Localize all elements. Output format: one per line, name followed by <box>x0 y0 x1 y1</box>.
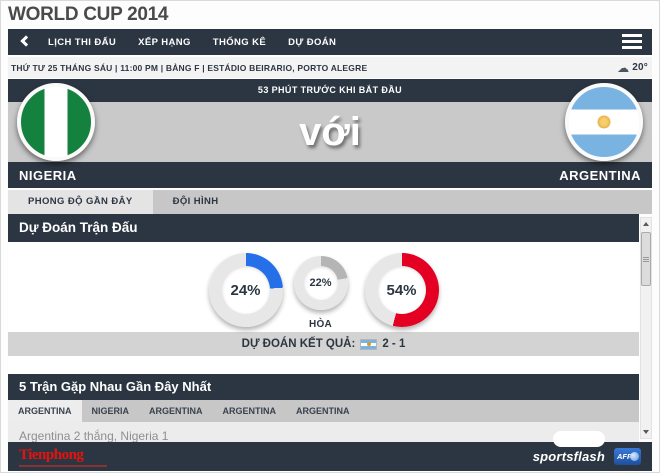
home-win-donut: 24% <box>208 253 283 327</box>
draw-percent: 22% <box>309 277 332 289</box>
home-team-name: NIGERIA <box>19 167 77 183</box>
sportsflash-logo: sportsflash <box>532 449 605 464</box>
nigeria-flag-icon <box>17 83 95 161</box>
scroll-content: Dự Đoán Trận Đấu 24% 22% HÒA 54% DỰ ĐOÁN… <box>8 214 652 447</box>
partially-scrolled-element <box>553 431 605 447</box>
countdown-band: 53 PHÚT TRƯỚC KHI BẮT ĐẦU <box>8 79 652 102</box>
hamburger-menu-icon[interactable] <box>622 34 642 52</box>
app-footer: Tienphong sportsflash AFP <box>8 442 652 471</box>
sun-of-may-icon <box>597 115 611 129</box>
h2h-tab-3[interactable]: ARGENTINA <box>149 406 203 416</box>
cloud-icon: ☁ <box>617 60 630 75</box>
match-header: 53 PHÚT TRƯỚC KHI BẮT ĐẦU với NIGERIA AR… <box>8 79 652 188</box>
main-tab-strip: PHONG ĐỘ GẦN ĐÂY ĐỘI HÌNH <box>8 190 652 214</box>
draw-donut: 22% <box>293 256 348 310</box>
h2h-tab-4[interactable]: ARGENTINA <box>222 406 277 416</box>
prediction-section-header: Dự Đoán Trận Đấu <box>8 214 639 242</box>
tab-doi-hinh[interactable]: ĐỘI HÌNH <box>172 196 219 207</box>
nav-item-xep-hang[interactable]: XẾP HẠNG <box>138 36 191 48</box>
spacer <box>8 356 639 374</box>
predicted-result-label: DỰ ĐOÁN KẾT QUẢ: <box>241 338 356 350</box>
tienphong-logo-text: Tienphong <box>19 446 84 463</box>
h2h-tab-2[interactable]: NIGERIA <box>91 406 130 416</box>
back-button[interactable] <box>18 34 34 50</box>
afp-logo[interactable]: AFP <box>614 448 641 465</box>
nav-item-lich-thi-dau[interactable]: LỊCH THI ĐẤU <box>48 36 117 48</box>
h2h-tab-5[interactable]: ARGENTINA <box>296 406 350 416</box>
versus-band: với <box>8 102 652 162</box>
away-win-donut: 54% <box>364 253 439 327</box>
away-team-name: ARGENTINA <box>559 167 641 183</box>
vertical-scrollbar[interactable] <box>640 217 652 439</box>
h2h-tab-1[interactable]: ARGENTINA <box>8 400 82 422</box>
page-title: WORLD CUP 2014 <box>8 4 169 25</box>
app-window: WORLD CUP 2014 LỊCH THI ĐẤU XẾP HẠNG THỐ… <box>1 1 659 447</box>
head-to-head-section-header: 5 Trận Gặp Nhau Gần Đây Nhất <box>8 374 639 400</box>
countdown-text: 53 PHÚT TRƯỚC KHI BẮT ĐẦU <box>257 85 403 95</box>
arrow-down-icon <box>643 430 649 434</box>
main-navbar: LỊCH THI ĐẤU XẾP HẠNG THỐNG KÊ DỰ ĐOÁN <box>8 29 652 55</box>
predicted-result-bar: DỰ ĐOÁN KẾT QUẢ: 2 - 1 <box>8 332 639 356</box>
scrollbar-thumb[interactable] <box>641 232 651 286</box>
head-to-head-tab-strip: ARGENTINA NIGERIA ARGENTINA ARGENTINA AR… <box>8 400 639 422</box>
tienphong-tagline <box>19 464 107 467</box>
chevron-left-icon <box>20 35 32 47</box>
nav-item-du-doan[interactable]: DỰ ĐOÁN <box>288 36 337 48</box>
globe-icon <box>630 452 639 461</box>
arrow-up-icon <box>643 222 649 226</box>
tienphong-logo[interactable]: Tienphong <box>19 447 107 467</box>
tab-phong-do-gan-day[interactable]: PHONG ĐỘ GẦN ĐÂY <box>8 190 153 214</box>
predicted-score: 2 - 1 <box>382 338 406 350</box>
home-win-percent: 24% <box>230 281 261 299</box>
scrollbar-up-button[interactable] <box>641 218 651 230</box>
versus-label: với <box>299 110 361 154</box>
temperature-value: 20° <box>632 62 648 73</box>
match-info-bar: THỨ TƯ 25 THÁNG SÁU | 11:00 PM | BẢNG F … <box>8 57 652 78</box>
scrollbar-down-button[interactable] <box>641 426 651 438</box>
draw-donut-block: 22% HÒA <box>293 256 348 330</box>
teams-band: NIGERIA ARGENTINA <box>8 162 652 188</box>
prediction-donut-row: 24% 22% HÒA 54% <box>8 242 639 332</box>
away-win-percent: 54% <box>386 281 417 299</box>
nav-item-thong-ke[interactable]: THỐNG KÊ <box>212 36 267 48</box>
match-details-text: THỨ TƯ 25 THÁNG SÁU | 11:00 PM | BẢNG F … <box>11 62 368 73</box>
head-to-head-summary: Argentina 2 thắng, Nigeria 1 <box>8 422 639 443</box>
argentina-mini-flag-icon <box>360 338 378 350</box>
weather-widget: ☁ 20° <box>617 62 648 74</box>
draw-caption: HÒA <box>308 319 333 330</box>
afp-logo-text: AFP <box>617 452 632 461</box>
argentina-flag-icon <box>565 83 643 161</box>
